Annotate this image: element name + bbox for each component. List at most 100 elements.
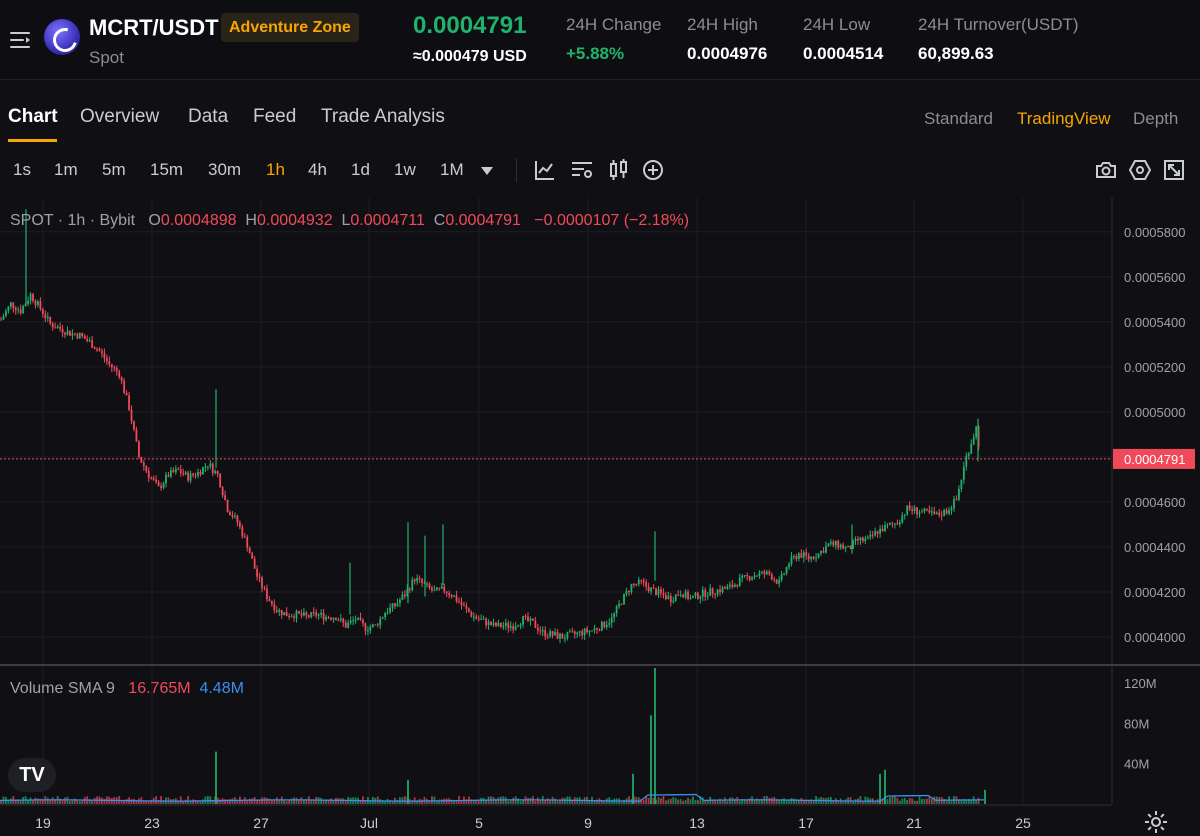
- candle-down: [477, 618, 480, 620]
- volume-bar: [519, 800, 522, 804]
- candle-up: [625, 590, 628, 595]
- view-tradingview[interactable]: TradingView: [1017, 109, 1111, 128]
- volume-bar: [807, 800, 810, 804]
- candle-down: [199, 471, 202, 475]
- volume-bar: [236, 799, 239, 804]
- candle-down: [133, 421, 135, 430]
- tab-overview[interactable]: Overview: [80, 106, 160, 127]
- volume-bar: [733, 798, 736, 804]
- candle-up: [618, 603, 620, 607]
- volume-bar: [480, 797, 483, 804]
- volume-bar: [640, 798, 643, 804]
- candle-down: [12, 302, 15, 309]
- candle-down: [470, 612, 473, 617]
- volume-value: 16.765M: [128, 680, 191, 697]
- volume-bar: [49, 799, 52, 804]
- candle-down: [34, 301, 37, 306]
- volume-bar: [226, 799, 229, 804]
- tab-trade-analysis[interactable]: Trade Analysis: [321, 106, 445, 127]
- volume-bar: [672, 797, 675, 804]
- zone-badge[interactable]: Adventure Zone: [221, 13, 359, 42]
- volume-bar: [27, 799, 29, 804]
- indicators-icon[interactable]: [533, 158, 557, 182]
- tab-chart[interactable]: Chart: [8, 106, 58, 127]
- stat-change-label: 24H Change: [566, 15, 662, 34]
- candle-up: [935, 512, 938, 515]
- fullscreen-icon[interactable]: [1162, 158, 1186, 182]
- candle-down: [253, 558, 256, 569]
- candle-down: [573, 631, 576, 635]
- candle-up: [295, 610, 298, 619]
- candle-down: [194, 475, 197, 477]
- candle-down: [805, 552, 808, 556]
- candle-down: [463, 605, 465, 607]
- candle-down: [229, 511, 231, 516]
- candle-down: [714, 593, 717, 595]
- volume-bar: [81, 800, 84, 804]
- interval-4h[interactable]: 4h: [308, 160, 327, 179]
- view-standard[interactable]: Standard: [924, 109, 993, 128]
- interval-1s[interactable]: 1s: [13, 160, 31, 179]
- volume-bar: [241, 799, 244, 804]
- price-chart[interactable]: 0.0005800 0.0005600 0.0005400 0.0005200 0.00…: [0, 198, 1200, 836]
- candle-up: [2, 316, 5, 320]
- chart-settings-icon[interactable]: [570, 158, 594, 182]
- candle-down: [561, 633, 564, 639]
- candle-up: [701, 589, 704, 597]
- interval-5m[interactable]: 5m: [102, 160, 126, 179]
- candle-down: [61, 328, 64, 333]
- interval-1d[interactable]: 1d: [351, 160, 370, 179]
- add-icon[interactable]: [641, 158, 665, 182]
- interval-30m[interactable]: 30m: [208, 160, 242, 179]
- camera-icon[interactable]: [1094, 158, 1118, 182]
- interval-1M[interactable]: 1M: [440, 160, 464, 179]
- tab-data[interactable]: Data: [188, 106, 229, 127]
- volume-bar: [482, 797, 485, 804]
- trading-pair-name[interactable]: MCRT/USDT: [89, 15, 219, 40]
- candle-up: [206, 466, 209, 468]
- interval-1h[interactable]: 1h: [266, 160, 285, 179]
- volume-bar: [88, 799, 91, 804]
- interval-15m[interactable]: 15m: [150, 160, 184, 179]
- settings-hex-icon[interactable]: [1128, 158, 1152, 182]
- volume-bar: [91, 800, 94, 804]
- candle-down: [438, 587, 441, 589]
- stat-turnover-value: 60,899.63: [918, 44, 994, 63]
- volume-bar: [34, 797, 37, 804]
- volume-bar: [832, 800, 835, 804]
- candle-up: [751, 577, 753, 580]
- volume-bar: [704, 800, 707, 804]
- interval-1w[interactable]: 1w: [394, 160, 416, 179]
- volume-bar: [206, 795, 209, 804]
- candle-type-icon[interactable]: [607, 158, 631, 182]
- candle-down: [431, 587, 433, 591]
- candle-up: [165, 474, 167, 484]
- candle-up: [482, 618, 485, 620]
- volume-spike: [632, 773, 634, 804]
- gear-icon[interactable]: [1144, 810, 1168, 834]
- candle-up: [411, 579, 414, 591]
- interval-1m[interactable]: 1m: [54, 160, 78, 179]
- more-intervals-chevron-down-icon[interactable]: [481, 167, 493, 175]
- volume-bar: [162, 800, 165, 804]
- volume-bar: [559, 800, 561, 804]
- candle-down: [736, 584, 739, 587]
- hamburger-icon[interactable]: [10, 30, 32, 50]
- candle-up: [788, 563, 790, 568]
- candle-down: [460, 602, 463, 606]
- candle-up: [578, 631, 581, 633]
- volume-bar: [133, 798, 135, 804]
- volume-bar: [903, 797, 906, 804]
- candlestick-chart[interactable]: 0.0005800 0.0005600 0.0005400 0.0005200 0.00…: [0, 198, 1200, 836]
- candle-down: [499, 622, 502, 627]
- view-depth[interactable]: Depth: [1133, 109, 1179, 128]
- tab-feed[interactable]: Feed: [253, 106, 297, 127]
- candle-down: [418, 577, 421, 580]
- candle-up: [204, 466, 207, 468]
- tradingview-logo-icon[interactable]: TV: [8, 758, 56, 792]
- volume-bar: [251, 798, 254, 804]
- volume-bar: [285, 800, 288, 804]
- active-tab-underline: [8, 139, 57, 142]
- date-tick-label: 25: [1015, 815, 1031, 831]
- candle-down: [807, 555, 810, 560]
